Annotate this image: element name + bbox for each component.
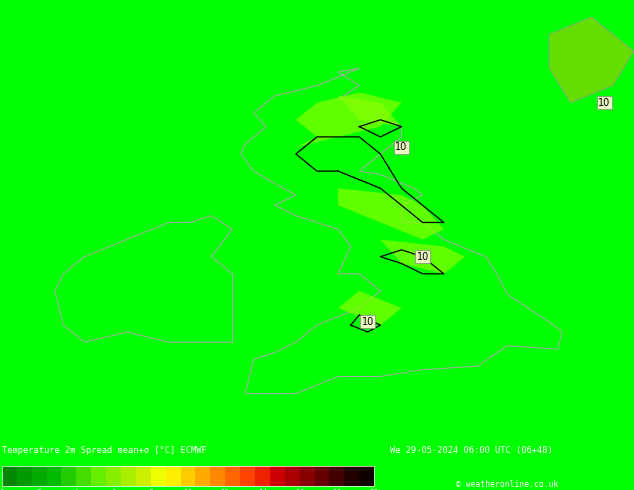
Text: 4: 4 bbox=[74, 489, 79, 490]
Polygon shape bbox=[380, 240, 465, 274]
Bar bbox=[2, 466, 374, 487]
Bar bbox=[314, 466, 330, 487]
Text: We 29-05-2024 06:00 UTC (06+48): We 29-05-2024 06:00 UTC (06+48) bbox=[390, 446, 553, 455]
Polygon shape bbox=[338, 291, 401, 325]
Text: 18: 18 bbox=[332, 489, 342, 490]
Bar bbox=[270, 466, 285, 487]
Bar bbox=[2, 466, 16, 487]
Bar bbox=[61, 466, 76, 487]
Text: 14: 14 bbox=[258, 489, 267, 490]
Bar bbox=[165, 466, 181, 487]
Text: 2: 2 bbox=[37, 489, 41, 490]
Bar bbox=[181, 466, 195, 487]
Bar bbox=[91, 466, 106, 487]
Bar bbox=[240, 466, 255, 487]
Bar bbox=[151, 466, 165, 487]
Text: 12: 12 bbox=[221, 489, 230, 490]
Polygon shape bbox=[338, 96, 401, 126]
Text: 10: 10 bbox=[361, 317, 374, 327]
Bar bbox=[285, 466, 300, 487]
Bar bbox=[136, 466, 151, 487]
Text: 8: 8 bbox=[148, 489, 153, 490]
Bar bbox=[300, 466, 314, 487]
Polygon shape bbox=[338, 188, 444, 240]
Bar bbox=[210, 466, 225, 487]
Bar bbox=[106, 466, 121, 487]
Text: 10: 10 bbox=[183, 489, 193, 490]
Bar bbox=[225, 466, 240, 487]
Text: 20: 20 bbox=[370, 489, 378, 490]
Bar bbox=[121, 466, 136, 487]
Text: 10: 10 bbox=[598, 98, 611, 108]
Bar bbox=[76, 466, 91, 487]
Text: Temperature 2m Spread mean+σ [°C] ECMWF: Temperature 2m Spread mean+σ [°C] ECMWF bbox=[2, 446, 207, 455]
Text: 6: 6 bbox=[111, 489, 116, 490]
Text: 16: 16 bbox=[295, 489, 304, 490]
Bar bbox=[16, 466, 32, 487]
Polygon shape bbox=[296, 93, 401, 147]
Bar bbox=[330, 466, 344, 487]
Bar bbox=[344, 466, 359, 487]
Bar bbox=[46, 466, 61, 487]
Bar bbox=[359, 466, 374, 487]
Text: © weatheronline.co.uk: © weatheronline.co.uk bbox=[456, 480, 559, 489]
Text: 10: 10 bbox=[417, 252, 429, 262]
Text: 0: 0 bbox=[0, 489, 4, 490]
Bar bbox=[32, 466, 46, 487]
Bar bbox=[255, 466, 270, 487]
Bar bbox=[195, 466, 210, 487]
Polygon shape bbox=[550, 17, 634, 103]
Text: 10: 10 bbox=[396, 142, 408, 152]
